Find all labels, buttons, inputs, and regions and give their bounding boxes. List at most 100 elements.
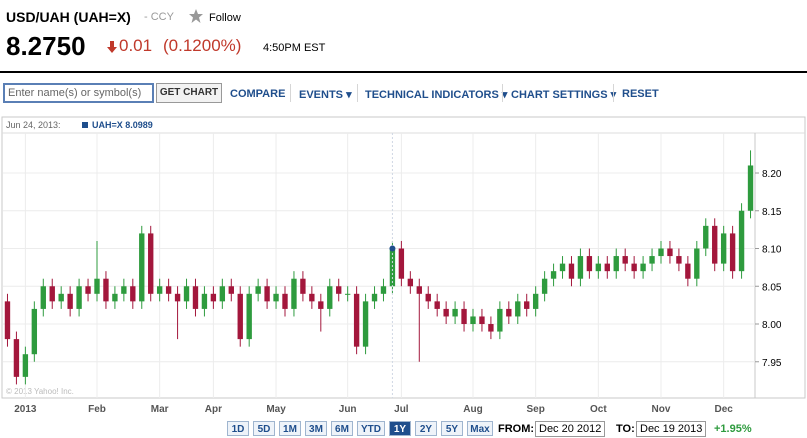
- candle-body: [148, 233, 154, 294]
- candle-body: [515, 301, 521, 317]
- legend-swatch: [82, 122, 88, 128]
- quote-time: 4:50PM EST: [263, 42, 326, 54]
- candle-body: [497, 308, 503, 332]
- candle-body: [273, 293, 279, 302]
- candle-body: [604, 263, 610, 272]
- x-tick-label: Nov: [652, 404, 671, 415]
- from-date[interactable]: Dec 20 2012: [535, 421, 606, 437]
- x-tick-label: Mar: [151, 404, 169, 415]
- x-tick-label: Oct: [590, 404, 607, 415]
- candle-body: [318, 301, 324, 309]
- candle-body: [22, 354, 29, 377]
- candle-body: [452, 308, 458, 317]
- candle-body: [425, 293, 431, 302]
- compare-menu[interactable]: COMPARE: [230, 88, 286, 100]
- range-button[interactable]: 1Y: [389, 421, 411, 436]
- candle-body: [443, 308, 449, 317]
- symbol-input[interactable]: Enter name(s) or symbol(s): [3, 83, 154, 103]
- candle-body: [31, 308, 38, 355]
- candle-body: [371, 293, 378, 302]
- range-button[interactable]: Max: [467, 421, 493, 436]
- range-button[interactable]: 6M: [331, 421, 353, 436]
- settings-menu[interactable]: CHART SETTINGS ▾: [511, 89, 617, 101]
- x-tick-label: Aug: [463, 404, 482, 415]
- candle-body: [201, 293, 208, 309]
- indicators-menu[interactable]: TECHNICAL INDICATORS ▾: [365, 89, 508, 101]
- watermark: © 2013 Yahoo! Inc.: [6, 387, 74, 396]
- get-chart-button[interactable]: GET CHART: [156, 83, 222, 103]
- candle-body: [183, 286, 190, 302]
- y-tick-label: 8.20: [762, 169, 782, 180]
- candle-body: [407, 278, 414, 287]
- candle-body: [720, 233, 727, 264]
- candle-body: [174, 293, 181, 302]
- candle-body: [667, 248, 673, 257]
- events-menu[interactable]: EVENTS ▾: [299, 89, 352, 101]
- candle-body: [631, 263, 637, 272]
- settings-label: CHART SETTINGS: [511, 89, 608, 101]
- to-date[interactable]: Dec 19 2013: [636, 421, 707, 437]
- reset-button[interactable]: RESET: [622, 88, 659, 100]
- x-tick-label: 2013: [14, 404, 37, 415]
- candle-body: [264, 286, 270, 302]
- candle-body: [389, 248, 396, 287]
- candle-body: [192, 286, 199, 309]
- candle-body: [586, 256, 593, 272]
- candle-body: [595, 263, 602, 272]
- range-button[interactable]: 5Y: [441, 421, 463, 436]
- candle-body: [747, 165, 754, 211]
- candle-body: [13, 339, 20, 377]
- change-percent: (0.1200%): [163, 36, 242, 55]
- candle-body: [4, 301, 11, 340]
- candle-body: [139, 233, 145, 302]
- range-button[interactable]: 5D: [253, 421, 275, 436]
- candle-body: [165, 286, 172, 294]
- star-icon[interactable]: [189, 9, 203, 23]
- candle-body: [479, 316, 485, 325]
- range-button[interactable]: 1D: [227, 421, 249, 436]
- candle-body: [470, 316, 476, 325]
- y-tick-label: 8.10: [762, 245, 782, 256]
- range-button[interactable]: 3M: [305, 421, 327, 436]
- candle-body: [434, 301, 440, 309]
- candle-body: [416, 286, 422, 294]
- candle-body: [613, 256, 619, 272]
- range-button[interactable]: YTD: [357, 421, 385, 436]
- candle-body: [685, 263, 691, 279]
- exchange: - CCY: [144, 11, 174, 23]
- candle-body: [541, 278, 548, 294]
- x-tick-label: Apr: [205, 404, 222, 415]
- candle-body: [237, 293, 243, 340]
- range-button[interactable]: 1M: [279, 421, 301, 436]
- candle-body: [488, 324, 494, 332]
- x-tick-label: Jul: [394, 404, 409, 415]
- y-tick-label: 8.05: [762, 282, 782, 293]
- from-label: FROM:: [498, 423, 535, 435]
- candle-body: [622, 256, 628, 264]
- candle-body: [49, 286, 55, 302]
- candle-body: [327, 286, 333, 309]
- follow-link[interactable]: Follow: [209, 12, 241, 24]
- candle-body: [353, 293, 360, 347]
- separator: [357, 84, 358, 102]
- candle-body: [694, 248, 700, 279]
- y-tick-label: 7.95: [762, 358, 782, 369]
- candle-body: [58, 293, 64, 302]
- separator: [613, 84, 614, 102]
- candle-body: [40, 286, 46, 309]
- candle-body: [309, 293, 315, 302]
- candle-body: [640, 263, 646, 272]
- x-tick-label: May: [266, 404, 286, 415]
- candle-body: [362, 301, 369, 347]
- candle-body: [336, 286, 342, 294]
- plot: 7.95 8.00 8.05 8.10 8.15 8.20 2013 Feb Mar Apr May…: [3, 133, 782, 415]
- candle-body: [300, 278, 306, 294]
- separator: [290, 84, 291, 102]
- candle-body: [380, 286, 387, 294]
- candle-body: [103, 278, 109, 302]
- y-tick-label: 8.15: [762, 207, 782, 218]
- candle-body: [67, 293, 73, 309]
- range-button[interactable]: 2Y: [415, 421, 437, 436]
- price: 8.2750: [6, 31, 86, 61]
- x-tick-label: Feb: [88, 404, 106, 415]
